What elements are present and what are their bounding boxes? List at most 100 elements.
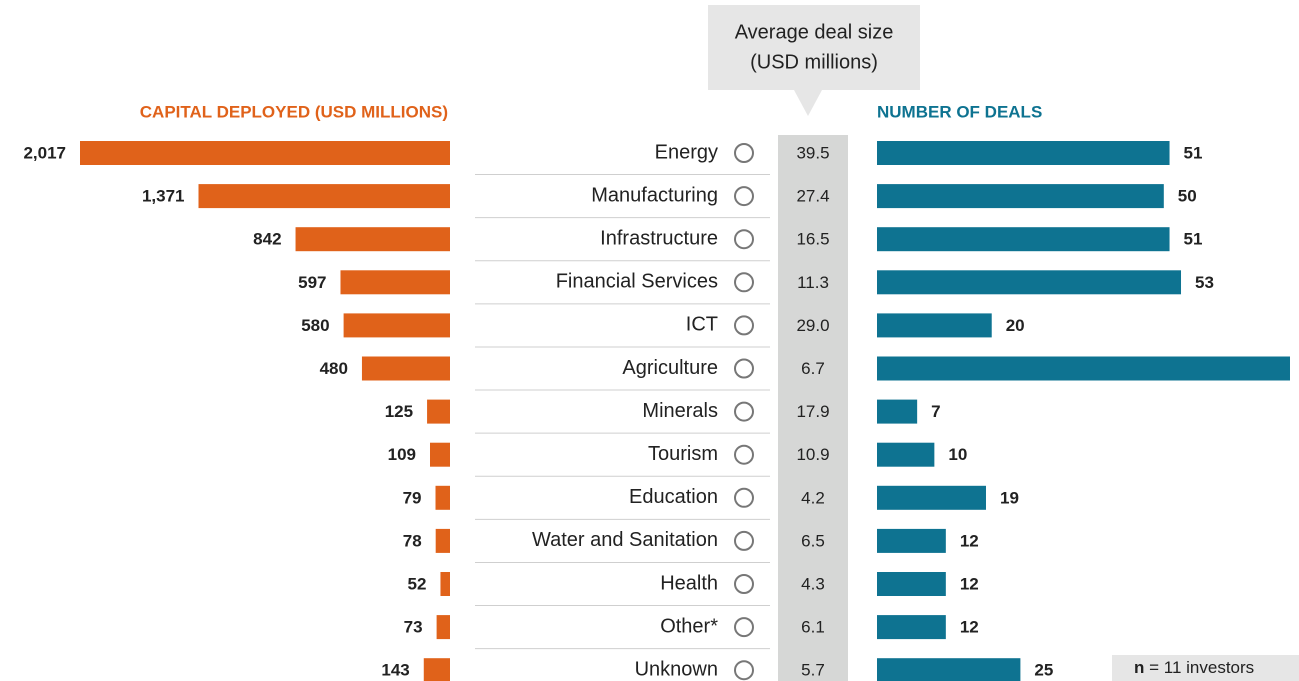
- value-label: 50: [1178, 187, 1197, 206]
- bar: [877, 485, 986, 510]
- avg-label: 29.0: [796, 316, 829, 335]
- value-label: 12: [960, 531, 979, 550]
- category-label: Financial Services: [556, 271, 718, 293]
- avg-label: 6.1: [801, 618, 825, 637]
- category-icon: [734, 315, 754, 336]
- category-label: Water and Sanitation: [532, 529, 718, 551]
- bar: [435, 485, 450, 510]
- bar: [877, 227, 1170, 252]
- bar: [343, 313, 450, 338]
- value-label: 25: [1034, 661, 1053, 680]
- note-text: = 11 investors: [1149, 658, 1254, 677]
- value-label: 480: [320, 359, 348, 378]
- avg-label: 16.5: [796, 230, 829, 249]
- value-label: 7: [931, 402, 940, 421]
- note: n = 11 investors: [1134, 658, 1254, 677]
- value-label: 12: [960, 574, 979, 593]
- category-icon: [734, 401, 754, 422]
- category-label: Tourism: [648, 443, 718, 465]
- category-label: Energy: [655, 141, 718, 163]
- value-label: 19: [1000, 488, 1019, 507]
- right-header: NUMBER OF DEALS: [877, 102, 1042, 121]
- avg-column-bg: [778, 135, 848, 681]
- bar: [423, 658, 450, 681]
- bar: [435, 528, 450, 553]
- avg-label: 6.7: [801, 359, 825, 378]
- value-label: 73: [404, 618, 423, 637]
- bar: [877, 141, 1170, 165]
- avg-label: 11.3: [797, 273, 829, 292]
- value-label: 1,371: [142, 187, 185, 206]
- category-icon: [734, 229, 754, 250]
- bar: [877, 528, 946, 553]
- value-label: 20: [1006, 316, 1025, 335]
- category-label: Minerals: [642, 400, 718, 422]
- value-label: 597: [298, 273, 326, 292]
- bar: [430, 442, 450, 467]
- value-label: 51: [1184, 230, 1203, 249]
- category-label: Agriculture: [622, 357, 718, 379]
- bar: [877, 658, 1021, 681]
- category-icon: [734, 660, 754, 681]
- value-label: 53: [1195, 273, 1214, 292]
- value-label: 842: [253, 230, 281, 249]
- note-label: n: [1134, 658, 1144, 677]
- category-label: Manufacturing: [591, 184, 718, 206]
- category-icon: [734, 272, 754, 293]
- value-label: 52: [408, 574, 427, 593]
- note-box: [1112, 655, 1299, 681]
- bar: [877, 270, 1182, 295]
- category-label: ICT: [686, 314, 718, 336]
- value-label: 78: [403, 531, 422, 550]
- value-label: 10: [948, 445, 967, 464]
- avg-label: 4.2: [801, 488, 825, 507]
- bar: [877, 184, 1164, 209]
- bar: [361, 356, 450, 381]
- avg-callout: [708, 5, 920, 90]
- avg-label: 10.9: [796, 445, 829, 464]
- bar: [877, 442, 935, 467]
- bar: [295, 227, 450, 252]
- value-label: 109: [388, 445, 416, 464]
- bar: [80, 141, 450, 165]
- avg-label: 27.4: [796, 187, 829, 206]
- bar: [877, 572, 946, 596]
- bar: [198, 184, 450, 209]
- category-icon: [734, 574, 754, 594]
- avg-title: Average deal size: [735, 21, 894, 43]
- avg-label: 17.9: [796, 402, 829, 421]
- category-icon: [734, 444, 754, 465]
- bar: [877, 399, 918, 424]
- value-label: 51: [1184, 143, 1203, 162]
- bar: [340, 270, 450, 295]
- bar: [877, 313, 992, 338]
- value-label: 580: [301, 316, 329, 335]
- avg-title: (USD millions): [750, 51, 878, 73]
- bar: [877, 356, 1290, 381]
- value-label: 2,017: [23, 143, 66, 162]
- value-label: 12: [960, 618, 979, 637]
- category-label: Education: [629, 486, 718, 508]
- avg-label: 4.3: [801, 574, 825, 593]
- avg-label: 6.5: [801, 531, 825, 550]
- category-icon: [734, 358, 754, 379]
- category-icon: [734, 186, 754, 207]
- category-label: Other*: [660, 615, 718, 637]
- avg-label: 39.5: [796, 143, 829, 162]
- category-icon: [734, 617, 754, 638]
- category-label: Health: [660, 572, 718, 594]
- value-label: 143: [381, 661, 409, 680]
- bar: [877, 615, 946, 640]
- left-header: CAPITAL DEPLOYED (USD MILLIONS): [140, 102, 448, 121]
- avg-label: 5.7: [801, 661, 825, 680]
- bar: [436, 615, 450, 640]
- category-icon: [734, 487, 754, 508]
- category-icon: [734, 530, 754, 551]
- callout-pointer: [794, 90, 822, 116]
- category-label: Unknown: [635, 658, 718, 680]
- category-label: Infrastructure: [600, 227, 718, 249]
- bar: [427, 399, 450, 424]
- value-label: 125: [385, 402, 413, 421]
- bar: [440, 572, 450, 596]
